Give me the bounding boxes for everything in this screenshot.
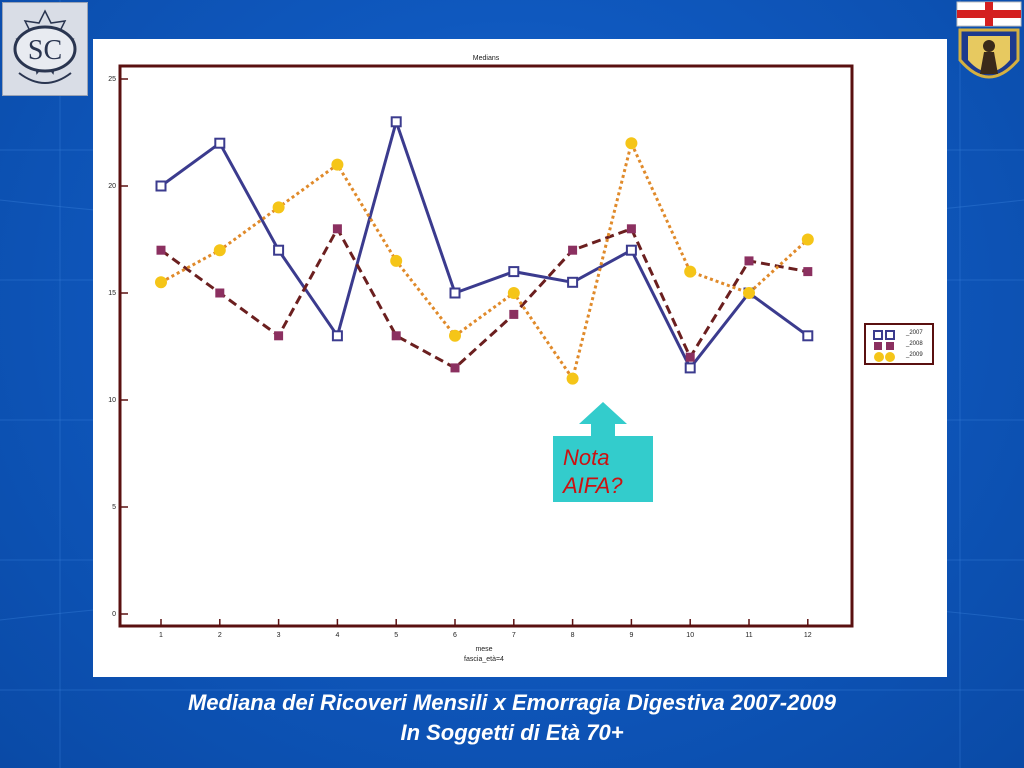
data-point-2007 xyxy=(273,244,285,256)
data-point-2008 xyxy=(626,224,636,234)
data-point-2008 xyxy=(450,363,460,373)
chart-panel: Medians 0 5 10 15 20 25 1 2 3 4 5 6 7 8 9 10 11 12 mese … xyxy=(93,39,947,677)
data-point-2007 xyxy=(802,330,814,342)
data-point-2009 xyxy=(331,158,344,171)
legend-marker-2008 xyxy=(874,342,894,350)
sc-emblem-icon: SC xyxy=(13,9,77,84)
legend-label-2008: _2008 xyxy=(906,341,923,347)
x-axis-sublabel: fascia_età=4 xyxy=(464,656,504,663)
series-2008 xyxy=(156,224,813,373)
series-layer xyxy=(155,116,814,385)
x-tick-label: 9 xyxy=(629,632,633,639)
data-point-2007 xyxy=(508,266,520,278)
sc-logo-text: SC xyxy=(28,35,62,66)
x-tick-label: 10 xyxy=(686,632,694,639)
x-tick-label: 7 xyxy=(512,632,516,639)
data-point-2008 xyxy=(156,245,166,255)
y-tick-label: 0 xyxy=(112,611,116,618)
annotation-line-1: Nota xyxy=(563,445,610,470)
data-point-2009 xyxy=(272,201,285,214)
data-point-2008 xyxy=(744,256,754,266)
legend-marker-2009 xyxy=(874,352,895,362)
y-axis: 0 5 10 15 20 25 xyxy=(108,76,128,618)
coat-of-arms-logo xyxy=(954,0,1024,90)
data-point-2008 xyxy=(215,288,225,298)
x-tick-label: 5 xyxy=(394,632,398,639)
caption-line-1: Mediana dei Ricoveri Mensili x Emorragia… xyxy=(187,690,837,715)
data-point-2008 xyxy=(685,352,695,362)
caption-line-2: In Soggetti di Età 70+ xyxy=(400,720,624,745)
data-point-2007 xyxy=(625,244,637,256)
data-point-2009 xyxy=(213,244,226,257)
data-point-2009 xyxy=(743,287,755,299)
y-tick-label: 5 xyxy=(112,504,116,511)
x-axis-label: mese xyxy=(475,646,492,653)
y-tick-label: 20 xyxy=(108,183,116,190)
data-point-2009 xyxy=(155,276,167,289)
legend-label-2009: _2009 xyxy=(906,352,923,358)
data-point-2009 xyxy=(625,137,638,150)
data-point-2007 xyxy=(214,137,226,149)
x-tick-label: 12 xyxy=(804,632,812,639)
x-tick-label: 6 xyxy=(453,632,457,639)
data-point-2008 xyxy=(509,309,519,319)
y-tick-label: 15 xyxy=(108,290,116,297)
legend-item-2007: _2007 xyxy=(872,329,932,341)
legend-item-2009: _2009 xyxy=(872,351,932,363)
x-axis: 1 2 3 4 5 6 7 8 9 10 11 12 xyxy=(159,619,812,639)
annotation-box: Nota AIFA? xyxy=(553,436,653,502)
plot-frame xyxy=(118,64,854,628)
chart-title: Medians xyxy=(473,55,500,62)
data-point-2009 xyxy=(390,254,403,267)
data-point-2007 xyxy=(449,287,461,299)
data-point-2009 xyxy=(801,233,814,246)
legend-label-2007: _2007 xyxy=(906,330,923,336)
series-2007 xyxy=(155,116,814,374)
data-point-2008 xyxy=(803,267,813,277)
legend-item-2008: _2008 xyxy=(872,340,932,352)
data-point-2007 xyxy=(331,330,343,342)
x-tick-label: 8 xyxy=(571,632,575,639)
data-point-2007 xyxy=(684,362,696,374)
legend-marker-2007 xyxy=(873,330,895,340)
y-tick-label: 10 xyxy=(108,397,116,404)
data-point-2009 xyxy=(507,287,520,299)
x-tick-label: 2 xyxy=(218,632,222,639)
up-arrow-icon xyxy=(579,402,627,438)
sc-logo: SC xyxy=(2,2,88,96)
y-tick-label: 25 xyxy=(108,76,116,83)
data-point-2007 xyxy=(567,276,579,288)
x-tick-label: 1 xyxy=(159,632,163,639)
data-point-2007 xyxy=(390,116,402,128)
series-2009 xyxy=(155,137,814,385)
series-line-2008 xyxy=(160,225,809,370)
data-point-2007 xyxy=(155,180,167,192)
annotation-line-2: AIFA? xyxy=(563,473,623,498)
coat-of-arms-icon xyxy=(956,1,1022,79)
chart-legend: _2007 _2008 _2009 xyxy=(864,323,934,365)
x-tick-label: 3 xyxy=(277,632,281,639)
annotation-text: Nota AIFA? xyxy=(563,444,649,500)
series-line-2007 xyxy=(160,116,809,371)
series-line-2009 xyxy=(160,138,809,383)
data-point-2009 xyxy=(684,265,697,278)
data-point-2009 xyxy=(566,372,579,385)
data-point-2009 xyxy=(449,329,461,342)
data-point-2008 xyxy=(332,224,342,234)
x-tick-label: 11 xyxy=(745,632,752,639)
data-point-2008 xyxy=(391,331,401,341)
x-tick-label: 4 xyxy=(335,632,339,639)
data-point-2008 xyxy=(274,331,284,341)
data-point-2008 xyxy=(568,245,578,255)
